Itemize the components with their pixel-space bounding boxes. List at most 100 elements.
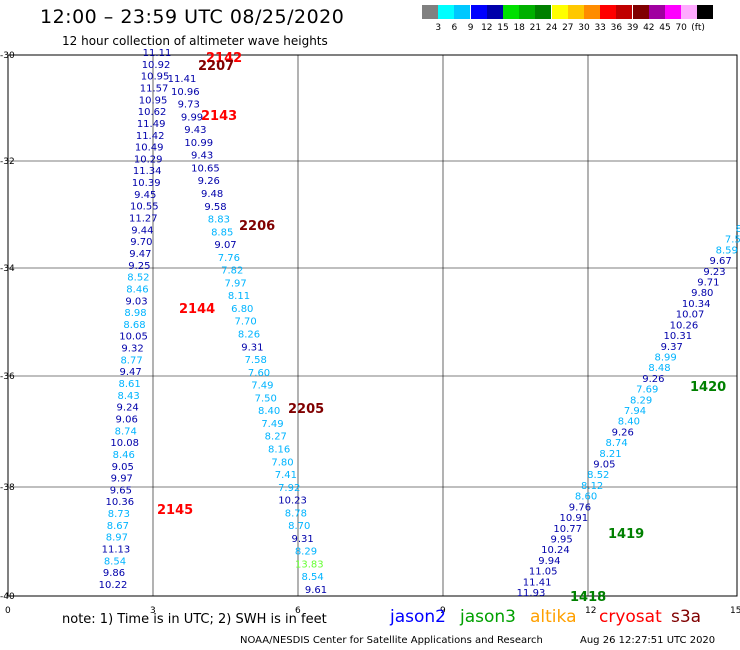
wave-height-value: 9.70 [130,237,152,248]
wave-height-value: 11.11 [143,48,172,59]
wave-height-value: 8.46 [126,284,148,295]
x-tick-label: 12 [585,606,596,616]
pass-number-label: 1418 [570,590,606,605]
scale-label: 15 [497,23,509,33]
wave-height-value: 11.41 [168,74,197,85]
wave-height-value: 7.50 [255,393,277,404]
scale-label: 12 [481,23,493,33]
scale-label: 33 [594,23,606,33]
wave-height-value: 8.97 [106,533,128,544]
wave-height-value: 11.13 [102,545,131,556]
scale-swatch [454,5,471,19]
pass-number-label: 2145 [157,503,193,518]
scale-unit: (ft) [691,23,705,33]
wave-height-value: 9.03 [125,296,147,307]
wave-height-value: 8.83 [208,215,230,226]
wave-height-value: 8.26 [238,330,260,341]
scale-swatch [438,5,455,19]
wave-height-value: 8.54 [302,572,324,583]
scale-label: 6 [451,23,458,33]
wave-height-value: 9.31 [291,534,313,545]
wave-height-value: 8.60 [575,492,597,503]
wave-height-value: 8.74 [606,438,628,449]
pass-number-label: 2144 [179,302,215,317]
wave-height-value: 8.48 [648,363,670,374]
wave-height-value: 10.29 [134,154,163,165]
scale-swatch [519,5,536,19]
wave-height-value: 10.92 [142,60,171,71]
wave-height-value: 6.80 [231,304,253,315]
wave-height-value: 8.21 [599,449,621,460]
wave-height-value: 8.99 [654,352,676,363]
scale-label: 70 [675,23,687,33]
wave-height-value: 10.24 [541,545,570,556]
scale-label: 39 [626,23,639,33]
wave-height-value: 7.41 [275,470,297,481]
wave-height-value: 8.29 [630,395,652,406]
wave-height-value: 9.71 [697,278,719,289]
wave-height-value: 9.48 [201,189,223,200]
wave-height-value: 7.97 [224,278,246,289]
scale-swatch [632,5,649,19]
wave-height-value: 8.70 [288,521,310,532]
wave-height-value: 9.95 [550,534,572,545]
wave-height-value: 8.85 [211,227,233,238]
legend-item-jason3: jason3 [460,607,516,627]
legend-item-jason2: jason2 [390,607,446,627]
x-tick-label: 15 [730,606,740,616]
scale-label: 3 [435,23,442,33]
wave-height-value: 8.40 [618,417,640,428]
legend-item-s3a: s3a [671,607,702,627]
pass-number-label: 2142 [206,51,242,66]
wave-height-value: 8.16 [268,444,290,455]
wave-height-value: 9.26 [642,374,664,385]
wave-height-value: 7.58 [245,355,267,366]
wave-height-value: 9.05 [593,460,615,471]
wave-height-value: 8.29 [295,547,317,558]
scale-swatch [600,5,617,19]
wave-height-value: 9.97 [111,474,133,485]
wave-height-value: 9.94 [538,556,560,567]
wave-height-value: 10.05 [119,332,148,343]
wave-height-value: 8.73 [108,509,130,520]
wave-height-value: 10.26 [670,320,699,331]
wave-height-value: 7.82 [221,266,243,277]
y-tick-label: -38 [0,483,15,493]
scale-label: 30 [578,23,590,33]
wave-height-value: 11.42 [136,131,165,142]
wave-height-value: 11.27 [129,214,158,225]
wave-height-value: 11.57 [140,83,169,94]
wave-height-value: 9.58 [204,202,226,213]
y-tick-label: -30 [0,51,15,61]
wave-height-value: 8 [736,224,740,235]
pass-number-label: 2206 [239,219,275,234]
wave-height-value: 11.93 [517,588,546,599]
wave-height-value: 8.61 [118,379,140,390]
wave-height-value: 10.08 [110,438,139,449]
wave-height-value: 7.92 [278,483,300,494]
x-tick-label: 0 [5,606,11,616]
pass-number-label: 1419 [608,527,644,542]
scale-swatch [535,5,552,19]
wave-height-value: 11.49 [137,119,166,130]
wave-height-value: 9.06 [116,414,138,425]
wave-height-value: 10.65 [191,163,220,174]
wave-height-value: 9.26 [198,176,220,187]
wave-height-value: 9.25 [128,261,150,272]
wave-height-value: 8.40 [258,406,280,417]
scale-swatch [584,5,600,19]
wave-height-value: 8.67 [107,521,129,532]
scale-label: 9 [467,23,474,33]
wave-height-value: 11.34 [133,166,162,177]
scale-label: 21 [529,23,542,33]
scale-label: 45 [659,23,671,33]
pass-number-label: 2207 [198,59,234,74]
scale-label: 24 [545,23,558,33]
wave-height-value: 7.60 [248,368,270,379]
scale-swatch [648,5,665,19]
wave-height-value: 11.41 [523,577,552,588]
pass-number-label: 2205 [288,402,324,417]
wave-height-value: 7.49 [251,381,273,392]
scale-swatch [503,5,519,19]
wave-height-value: 9.07 [214,240,236,251]
